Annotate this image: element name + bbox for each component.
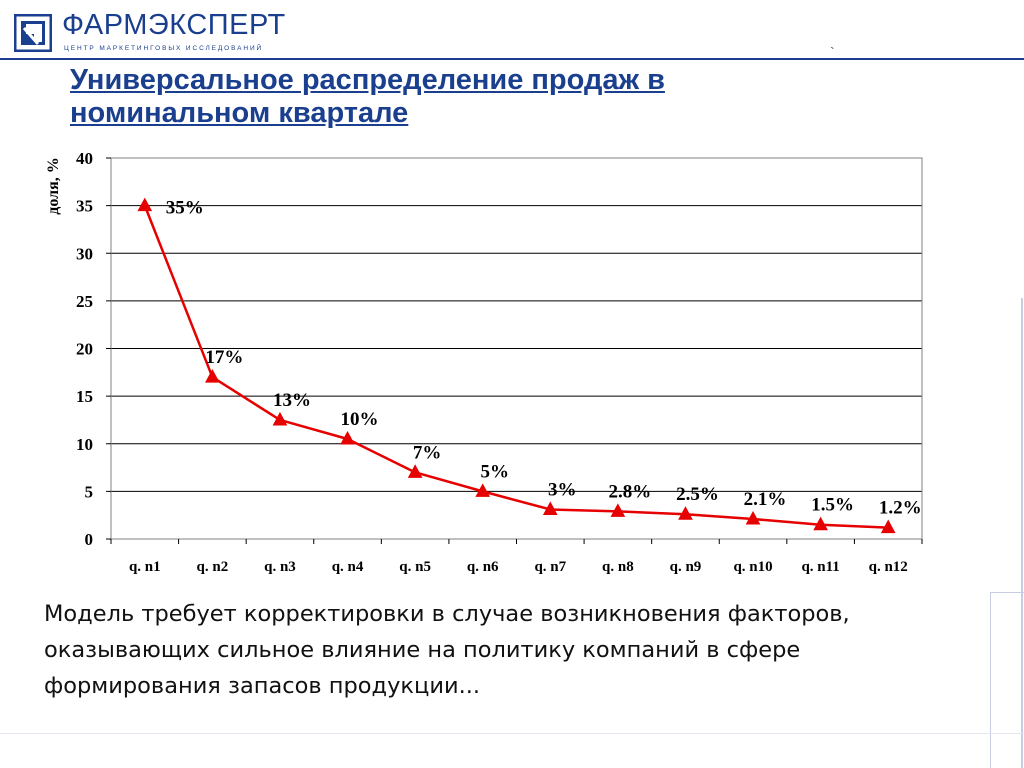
data-label: 2.8% bbox=[609, 481, 652, 502]
pharmexpert-logo-icon bbox=[14, 14, 52, 52]
data-label: 2.5% bbox=[676, 484, 719, 505]
data-label: 17% bbox=[205, 347, 243, 368]
logo-tagline: ЦЕНТР МАРКЕТИНГОВЫХ ИССЛЕДОВАНИЙ bbox=[64, 45, 264, 52]
data-label: 10% bbox=[341, 409, 379, 430]
y-axis-ticks: 0 5 10 15 20 25 30 35 40 bbox=[76, 149, 111, 549]
x-tick-label: q. n7 bbox=[534, 559, 566, 575]
decorative-line bbox=[990, 592, 991, 768]
data-point bbox=[475, 483, 491, 497]
decorative-line bbox=[990, 592, 1024, 593]
data-point bbox=[205, 369, 220, 383]
data-point bbox=[880, 519, 896, 534]
y-tick-label: 30 bbox=[76, 244, 93, 263]
series-markers bbox=[137, 197, 896, 534]
data-point bbox=[340, 430, 355, 445]
y-tick-label: 25 bbox=[76, 292, 93, 311]
series-line bbox=[143, 205, 889, 529]
y-tick-label: 5 bbox=[85, 482, 94, 501]
x-tick-label: q. n11 bbox=[801, 559, 839, 575]
x-tick-label: q. n9 bbox=[670, 559, 702, 575]
decorative-line bbox=[1021, 298, 1023, 768]
x-tick-label: q. n2 bbox=[197, 559, 229, 575]
data-point bbox=[745, 510, 761, 525]
x-tick-label: q. n10 bbox=[733, 559, 772, 575]
data-label: 13% bbox=[273, 390, 311, 411]
data-labels: 35% 17% 13% 10% 7% 5% 3% 2.8% 2.5% 2.1% 1.5% 1.2% bbox=[166, 198, 922, 519]
logo-name: ФАРМЭКСПЕРТ bbox=[62, 9, 286, 41]
y-tick-label: 10 bbox=[76, 435, 93, 454]
y-tick-label: 15 bbox=[76, 387, 93, 406]
data-point bbox=[610, 503, 626, 517]
x-tick-label: q. n5 bbox=[399, 559, 431, 575]
x-tick-label: q. n1 bbox=[129, 559, 161, 575]
stray-mark: ` bbox=[830, 44, 835, 60]
x-tick-label: q. n6 bbox=[467, 559, 499, 575]
y-tick-label: 20 bbox=[76, 340, 93, 359]
series-polyline bbox=[143, 205, 889, 529]
data-point bbox=[813, 516, 828, 531]
x-tick-label: q. n3 bbox=[264, 559, 296, 575]
data-label: 1.2% bbox=[879, 498, 922, 519]
data-label: 1.5% bbox=[811, 495, 854, 516]
data-point bbox=[678, 506, 693, 520]
data-point bbox=[542, 501, 558, 515]
data-label: 2.1% bbox=[744, 489, 787, 510]
x-axis-ticks: q. n1 q. n2 q. n3 q. n4 q. n5 q. n6 q. n7 q. n8… bbox=[110, 539, 923, 575]
data-point bbox=[407, 464, 423, 478]
grid-lines bbox=[111, 205, 922, 492]
data-point bbox=[272, 411, 288, 426]
data-label: 35% bbox=[166, 198, 204, 219]
header-band: ФАРМЭКСПЕРТ ЦЕНТР МАРКЕТИНГОВЫХ ИССЛЕДОВ… bbox=[0, 0, 1024, 60]
data-point bbox=[137, 197, 153, 212]
y-tick-label: 40 bbox=[76, 149, 93, 168]
y-tick-label: 0 bbox=[85, 530, 94, 549]
decorative-line bbox=[0, 733, 1024, 734]
y-tick-label: 35 bbox=[76, 197, 93, 216]
y-axis-label: доля, % bbox=[45, 157, 62, 215]
x-tick-label: q. n4 bbox=[332, 559, 364, 575]
data-label: 3% bbox=[548, 479, 577, 500]
x-tick-label: q. n8 bbox=[602, 559, 634, 575]
model-note: Модель требует корректировки в случае во… bbox=[44, 601, 850, 699]
slide-title: Универсальное распределение продаж в ном… bbox=[70, 64, 665, 129]
data-label: 7% bbox=[413, 442, 442, 463]
data-label: 5% bbox=[480, 461, 509, 482]
x-tick-label: q. n12 bbox=[869, 559, 908, 575]
